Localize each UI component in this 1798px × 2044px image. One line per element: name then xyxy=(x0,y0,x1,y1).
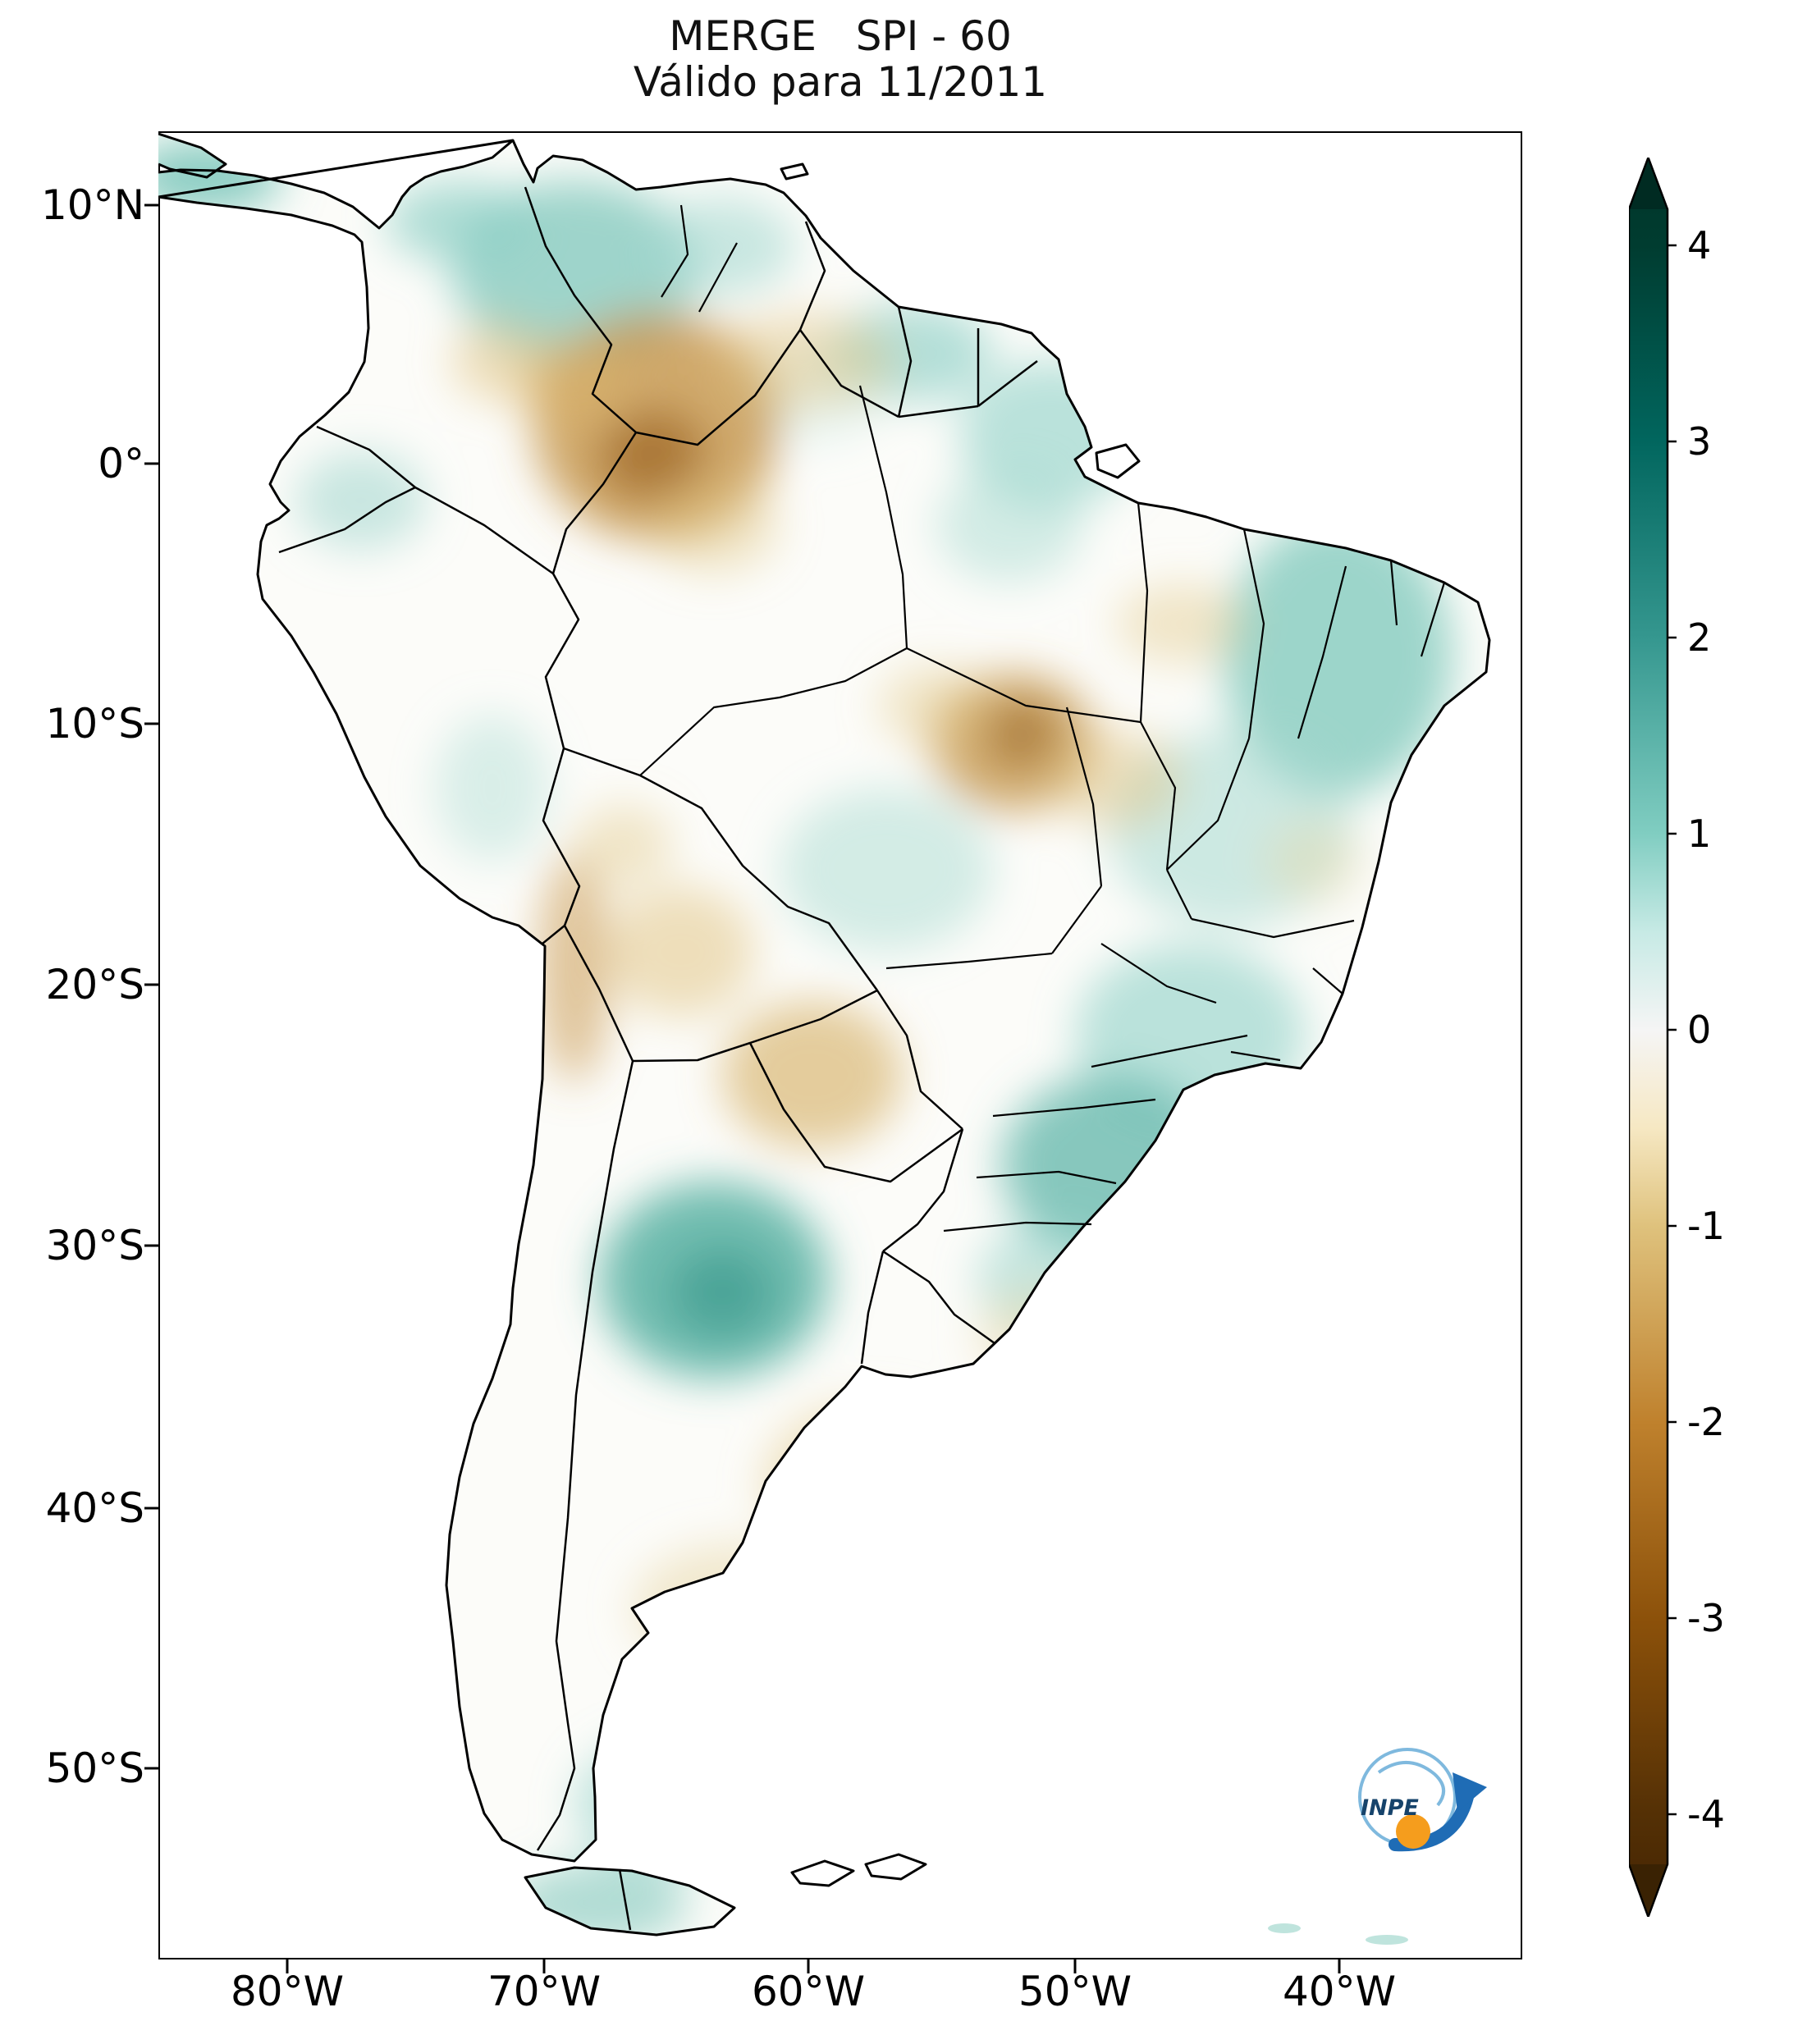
y-tick-label-30s: 30°S xyxy=(45,1222,144,1269)
state-boundaries xyxy=(639,204,1446,1232)
x-tick-mark xyxy=(807,1959,810,1973)
inpe-logo-inner-swirl xyxy=(1377,1761,1445,1807)
y-tick-label-10n: 10°N xyxy=(40,181,144,229)
colorbar-label-4: 4 xyxy=(1687,223,1712,268)
colorbar xyxy=(1629,158,1677,1917)
colorbar-label-1: 1 xyxy=(1687,812,1712,856)
trinidad-island xyxy=(780,162,809,181)
x-tick-label-70w: 70°W xyxy=(487,1968,602,2015)
x-tick-mark xyxy=(286,1959,289,1973)
y-tick-mark xyxy=(144,1244,158,1247)
y-tick-mark xyxy=(144,462,158,465)
coastlines xyxy=(158,132,1491,1945)
figure-subtitle: Válido para 11/2011 xyxy=(633,58,1048,106)
colorbar-label-m4: -4 xyxy=(1687,1792,1725,1836)
colorbar-label-m1: -1 xyxy=(1687,1204,1725,1248)
tierra-del-fuego-coastline xyxy=(524,1866,736,1937)
continent-coastline xyxy=(158,139,1491,1863)
colorbar-label-2: 2 xyxy=(1687,615,1712,660)
colorbar-extend-top xyxy=(1629,158,1668,209)
y-tick-mark xyxy=(144,722,158,725)
falkland-islands-west xyxy=(790,1859,855,1887)
colorbar-label-m3: -3 xyxy=(1687,1596,1725,1640)
x-tick-label-50w: 50°W xyxy=(1018,1968,1132,2015)
marajo-island xyxy=(1095,443,1141,479)
inpe-logo-text: INPE xyxy=(1361,1795,1419,1821)
central-america-coastline xyxy=(158,132,227,179)
colorbar-label-m2: -2 xyxy=(1687,1400,1725,1444)
colorbar-label-3: 3 xyxy=(1687,419,1712,464)
colorbar-gradient xyxy=(1629,209,1668,1864)
falkland-islands-east xyxy=(864,1853,927,1881)
inpe-logo: INPE xyxy=(1358,1748,1487,1852)
ocean-speck-2 xyxy=(1366,1935,1408,1945)
y-tick-label-50s: 50°S xyxy=(45,1744,144,1792)
x-tick-label-40w: 40°W xyxy=(1282,1968,1397,2015)
y-tick-mark xyxy=(144,1507,158,1510)
y-tick-label-20s: 20°S xyxy=(45,961,144,1008)
colorbar-extend-bottom xyxy=(1629,1864,1668,1917)
colorbar-tick-marks xyxy=(1668,244,1677,1816)
country-boundaries xyxy=(278,186,1038,1931)
x-tick-mark xyxy=(542,1959,546,1973)
continent-fill xyxy=(158,140,1489,1861)
ocean-speck-1 xyxy=(1268,1923,1301,1933)
colorbar-label-0: 0 xyxy=(1687,1008,1712,1052)
y-tick-label-10s: 10°S xyxy=(45,700,144,748)
colorbar-outline xyxy=(1629,158,1669,1917)
x-tick-label-80w: 80°W xyxy=(230,1968,345,2015)
inpe-logo-arrowhead xyxy=(1453,1772,1487,1812)
y-tick-label-0: 0° xyxy=(98,440,144,487)
y-tick-mark xyxy=(144,983,158,986)
south-america-map: INPE xyxy=(158,132,1491,1945)
x-tick-mark xyxy=(1073,1959,1077,1973)
figure-title: MERGE SPI - 60 xyxy=(669,12,1012,60)
y-tick-mark xyxy=(144,1767,158,1770)
spi-anomaly-field xyxy=(158,139,1453,1935)
x-tick-label-60w: 60°W xyxy=(751,1968,866,2015)
y-tick-mark xyxy=(144,203,158,207)
x-tick-mark xyxy=(1338,1959,1341,1973)
inpe-logo-orange-dot xyxy=(1396,1814,1430,1849)
y-tick-label-40s: 40°S xyxy=(45,1484,144,1532)
